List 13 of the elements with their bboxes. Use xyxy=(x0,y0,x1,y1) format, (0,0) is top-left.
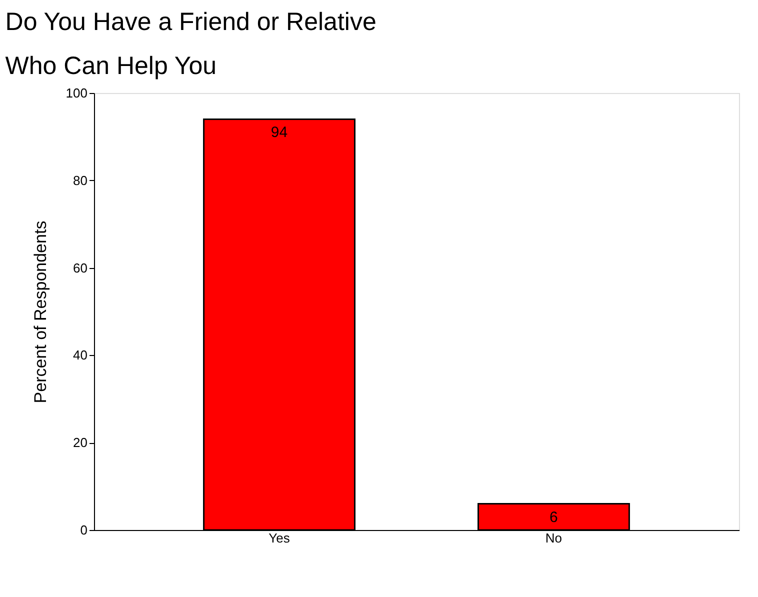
y-tick-label: 40 xyxy=(73,348,88,363)
y-axis-title: Percent of Respondents xyxy=(30,220,50,404)
y-tick-label: 0 xyxy=(80,522,88,538)
y-tick-label: 100 xyxy=(66,86,88,100)
x-tick-label: Yes xyxy=(268,530,290,546)
text: Do You Have a Friend or Relative xyxy=(5,8,376,36)
data-label: 6 xyxy=(550,508,558,526)
y-tick-label: 80 xyxy=(73,172,88,188)
text: Who Can Help You xyxy=(5,52,217,80)
y-tick-label: 20 xyxy=(73,435,88,450)
x-tick-label: No xyxy=(545,530,562,546)
data-label: 94 xyxy=(270,124,288,142)
y-tick-label: 60 xyxy=(73,260,88,276)
